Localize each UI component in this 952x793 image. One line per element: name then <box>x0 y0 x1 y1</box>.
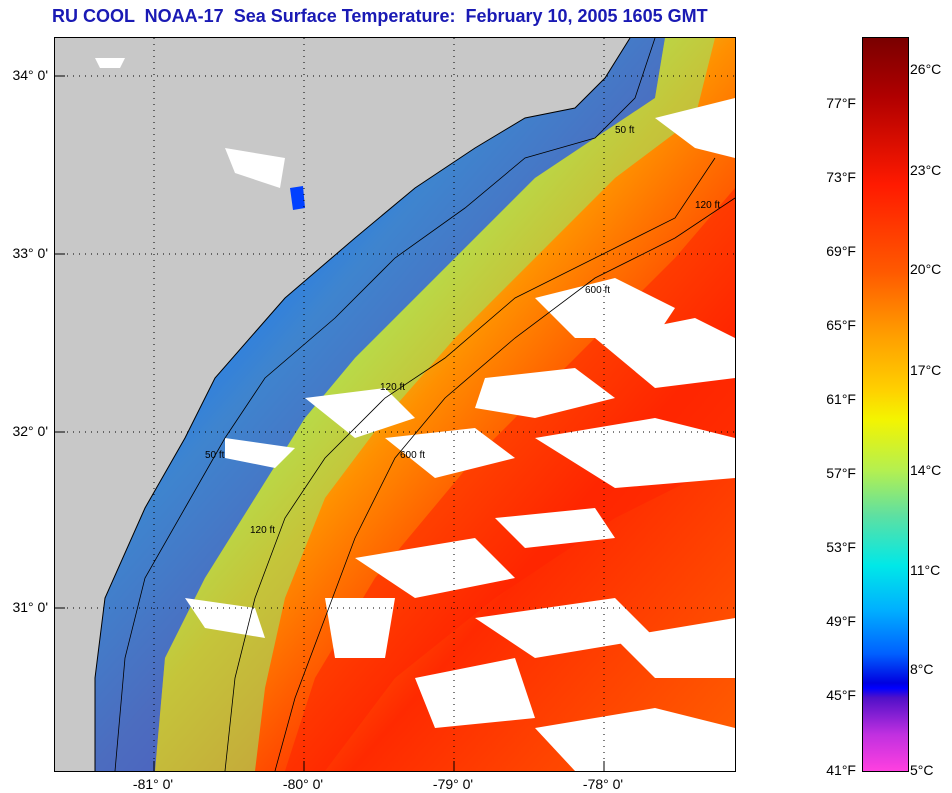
colorbar-label-23c: 23°C <box>910 162 942 178</box>
sst-map-graphic: 50 ft 120 ft 600 ft 120 ft 600 ft 120 ft… <box>55 38 735 771</box>
colorbar-label-45f: 45°F <box>826 687 856 703</box>
colorbar-label-77f: 77°F <box>826 95 856 111</box>
lat-label-34: 34° 0' <box>12 67 48 83</box>
lon-label-78: -78° 0' <box>582 776 624 792</box>
colorbar-label-8c: 8°C <box>910 661 934 677</box>
bottom-ticks <box>153 761 605 771</box>
lon-label-79: -79° 0' <box>432 776 474 792</box>
contour-120ft <box>224 157 716 771</box>
sst-map: 50 ft 120 ft 600 ft 120 ft 600 ft 120 ft… <box>54 37 736 772</box>
temperature-colorbar <box>862 37 909 772</box>
colorbar-label-61f: 61°F <box>826 391 856 407</box>
colorbar-label-53f: 53°F <box>826 539 856 555</box>
land-region <box>55 38 630 771</box>
contour-label-50ft-b: 50 ft <box>205 450 225 461</box>
colorbar-label-17c: 17°C <box>910 362 942 378</box>
colorbar-label-5c: 5°C <box>910 762 934 778</box>
colorbar-label-11c: 11°C <box>910 562 941 578</box>
lat-label-31: 31° 0' <box>12 599 48 615</box>
colorbar-label-57f: 57°F <box>826 465 856 481</box>
coastline <box>94 38 631 771</box>
lat-label-32: 32° 0' <box>12 423 48 439</box>
colorbar-label-69f: 69°F <box>826 243 856 259</box>
contour-600ft <box>274 197 735 771</box>
lon-label-81: -81° 0' <box>132 776 174 792</box>
contour-label-120ft-c: 120 ft <box>250 525 275 536</box>
colorbar-label-26c: 26°C <box>910 61 942 77</box>
cloud-mask <box>95 58 735 771</box>
colorbar-label-41f: 41°F <box>826 762 856 778</box>
colorbar-label-20c: 20°C <box>910 261 942 277</box>
left-ticks <box>55 75 65 609</box>
colorbar-label-65f: 65°F <box>826 317 856 333</box>
contour-label-600ft: 600 ft <box>585 285 610 296</box>
figure-title: RU COOL NOAA-17 Sea Surface Temperature:… <box>52 6 708 26</box>
nearshore-cold-band <box>95 38 665 771</box>
inland-lake <box>290 186 305 210</box>
contour-label-50ft: 50 ft <box>615 125 635 136</box>
colorbar-label-14c: 14°C <box>910 462 942 478</box>
graticule <box>55 38 735 771</box>
contour-label-600ft-b: 600 ft <box>400 450 425 461</box>
lat-label-33: 33° 0' <box>12 245 48 261</box>
colorbar-label-49f: 49°F <box>826 613 856 629</box>
lon-label-80: -80° 0' <box>282 776 324 792</box>
midshelf-band <box>155 38 715 771</box>
contour-label-120ft-b: 120 ft <box>380 382 405 393</box>
colorbar-label-73f: 73°F <box>826 169 856 185</box>
contour-50ft <box>114 38 656 771</box>
contour-label-120ft: 120 ft <box>695 200 720 211</box>
